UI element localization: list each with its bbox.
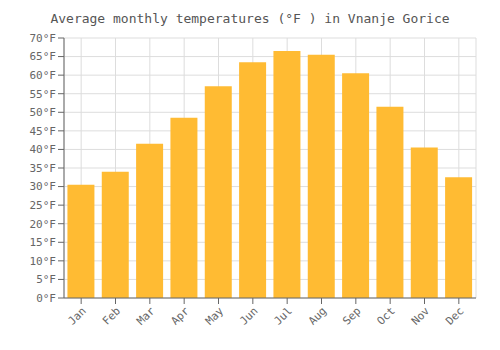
svg-text:45°F: 45°F [30, 125, 57, 138]
svg-text:Apr: Apr [169, 304, 193, 328]
svg-text:20°F: 20°F [30, 218, 57, 231]
svg-text:Aug: Aug [306, 304, 329, 327]
svg-text:10°F: 10°F [30, 255, 57, 268]
svg-text:35°F: 35°F [30, 162, 57, 175]
svg-text:30°F: 30°F [30, 180, 57, 193]
svg-text:Jan: Jan [66, 304, 89, 327]
svg-text:Jun: Jun [237, 304, 260, 327]
svg-text:5°F: 5°F [36, 273, 56, 286]
svg-text:0°F: 0°F [36, 292, 56, 305]
svg-text:Dec: Dec [443, 304, 466, 327]
svg-text:Jul: Jul [272, 304, 295, 327]
svg-text:55°F: 55°F [30, 88, 57, 101]
svg-text:50°F: 50°F [30, 106, 57, 119]
html-text:Average monthly temperatures (: Average monthly temperatures (°F ) in Vn… [50, 11, 450, 26]
svg-text:40°F: 40°F [30, 143, 57, 156]
svg-text:60°F: 60°F [30, 69, 57, 82]
svg-text:Feb: Feb [100, 304, 123, 327]
svg-text:May: May [203, 304, 227, 328]
svg-text:Mar: Mar [134, 304, 158, 328]
svg-text:65°F: 65°F [30, 50, 57, 63]
svg-text:Sep: Sep [340, 304, 363, 327]
svg-text:Nov: Nov [409, 304, 433, 328]
svg-text:15°F: 15°F [30, 236, 57, 249]
svg-text:70°F: 70°F [30, 32, 57, 45]
svg-text:Oct: Oct [375, 304, 398, 327]
svg-text:25°F: 25°F [30, 199, 57, 212]
